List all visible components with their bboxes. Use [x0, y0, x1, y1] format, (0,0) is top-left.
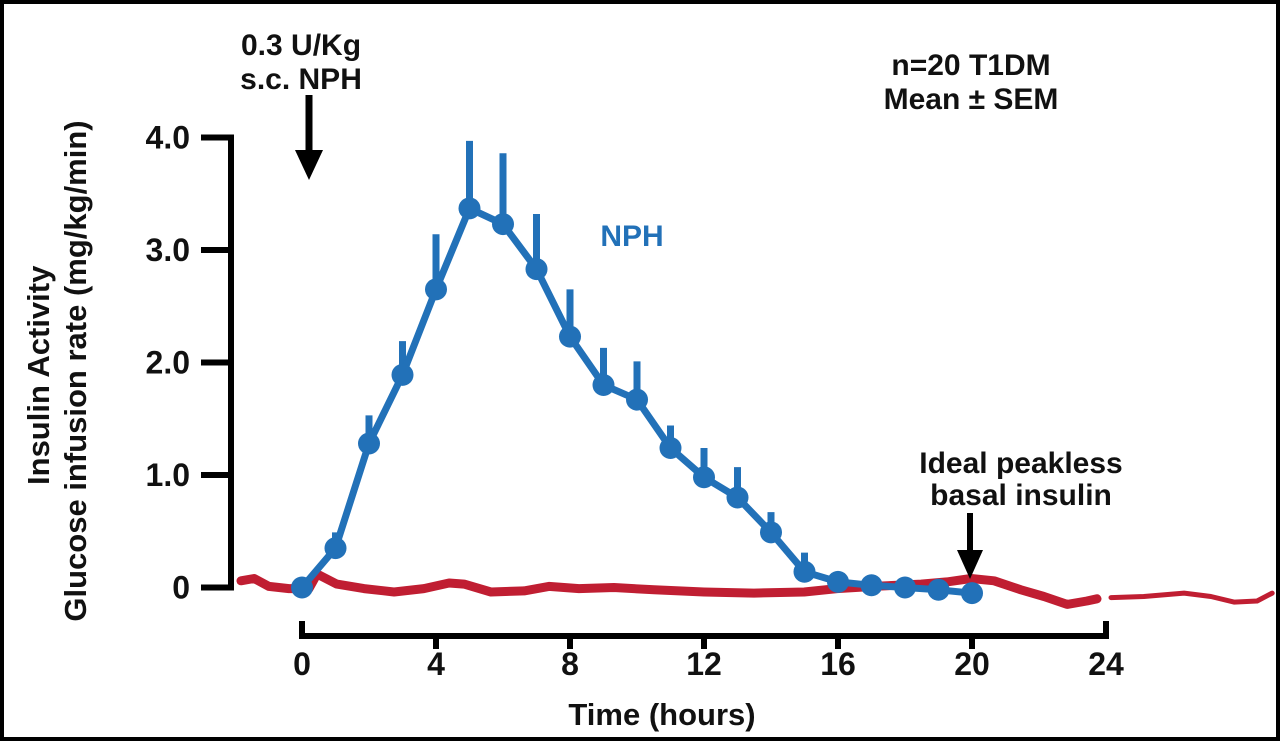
- injection-annotation: 0.3 U/Kg s.c. NPH: [240, 29, 362, 180]
- cohort-line1: n=20 T1DM: [891, 49, 1050, 82]
- cohort-line2: Mean ± SEM: [884, 83, 1059, 116]
- basal-curve-segment: [1108, 590, 1275, 605]
- nph-marker: [793, 560, 816, 583]
- nph-marker: [961, 582, 983, 605]
- nph-marker: [492, 213, 514, 236]
- x-axis: 0 4 8 12 16 20 24: [293, 621, 1124, 682]
- x-tick-label: 4: [427, 646, 445, 682]
- basal-insulin-curve: [236, 569, 1275, 609]
- x-tick-label: 8: [561, 646, 579, 682]
- y-axis-title: Insulin Activity Glucose infusion rate (…: [21, 120, 93, 621]
- nph-marker: [425, 278, 447, 301]
- x-tick-label: 20: [954, 646, 990, 682]
- nph-marker: [358, 432, 380, 455]
- injection-label-line2: s.c. NPH: [240, 63, 362, 96]
- x-tick-label: 0: [293, 646, 311, 682]
- basal-arrow-head-icon: [957, 550, 983, 579]
- nph-marker: [760, 521, 782, 544]
- nph-marker: [659, 437, 682, 459]
- nph-marker: [626, 388, 648, 411]
- basal-label-line2: basal insulin: [930, 479, 1112, 512]
- y-tick-label: 2.0: [146, 345, 190, 381]
- nph-marker: [525, 258, 548, 281]
- cohort-annotation: n=20 T1DM Mean ± SEM: [884, 49, 1059, 116]
- x-tick-label: 12: [686, 646, 722, 682]
- y-tick-label: 0: [172, 570, 190, 606]
- y-tick-label: 1.0: [146, 457, 190, 493]
- nph-marker: [458, 197, 481, 220]
- nph-curve: [291, 140, 983, 605]
- nph-marker: [324, 537, 347, 560]
- nph-marker: [391, 363, 414, 386]
- nph-marker: [894, 576, 916, 599]
- injection-label-line1: 0.3 U/Kg: [241, 29, 361, 62]
- x-axis-title: Time (hours): [568, 697, 755, 732]
- nph-marker: [291, 576, 313, 599]
- nph-series-label: NPH: [600, 220, 663, 253]
- x-tick-label: 16: [820, 646, 856, 682]
- y-tick-label: 3.0: [146, 232, 190, 268]
- nph-marker: [860, 574, 883, 597]
- x-tick-label: 24: [1088, 646, 1124, 682]
- insulin-activity-chart: 0 1.0 2.0 3.0 4.0 0 4 8 12 16 20 24 0.3 U/Kg s.c. …: [21, 29, 1275, 732]
- nph-marker: [927, 578, 950, 601]
- nph-marker: [592, 374, 615, 396]
- nph-marker: [559, 325, 581, 348]
- basal-curve-segment: [236, 569, 1102, 609]
- nph-marker: [693, 466, 715, 489]
- y-tick-label: 4.0: [146, 120, 190, 156]
- nph-marker: [726, 486, 749, 509]
- y-axis: 0 1.0 2.0 3.0 4.0: [146, 120, 234, 606]
- basal-label-line1: Ideal peakless: [919, 447, 1122, 480]
- nph-marker: [827, 570, 849, 593]
- y-axis-title-line1: Insulin Activity: [21, 265, 56, 485]
- y-axis-title-line2: Glucose infusion rate (mg/kg/min): [58, 120, 93, 621]
- injection-arrow-head-icon: [295, 150, 323, 180]
- basal-annotation: Ideal peakless basal insulin: [919, 447, 1123, 579]
